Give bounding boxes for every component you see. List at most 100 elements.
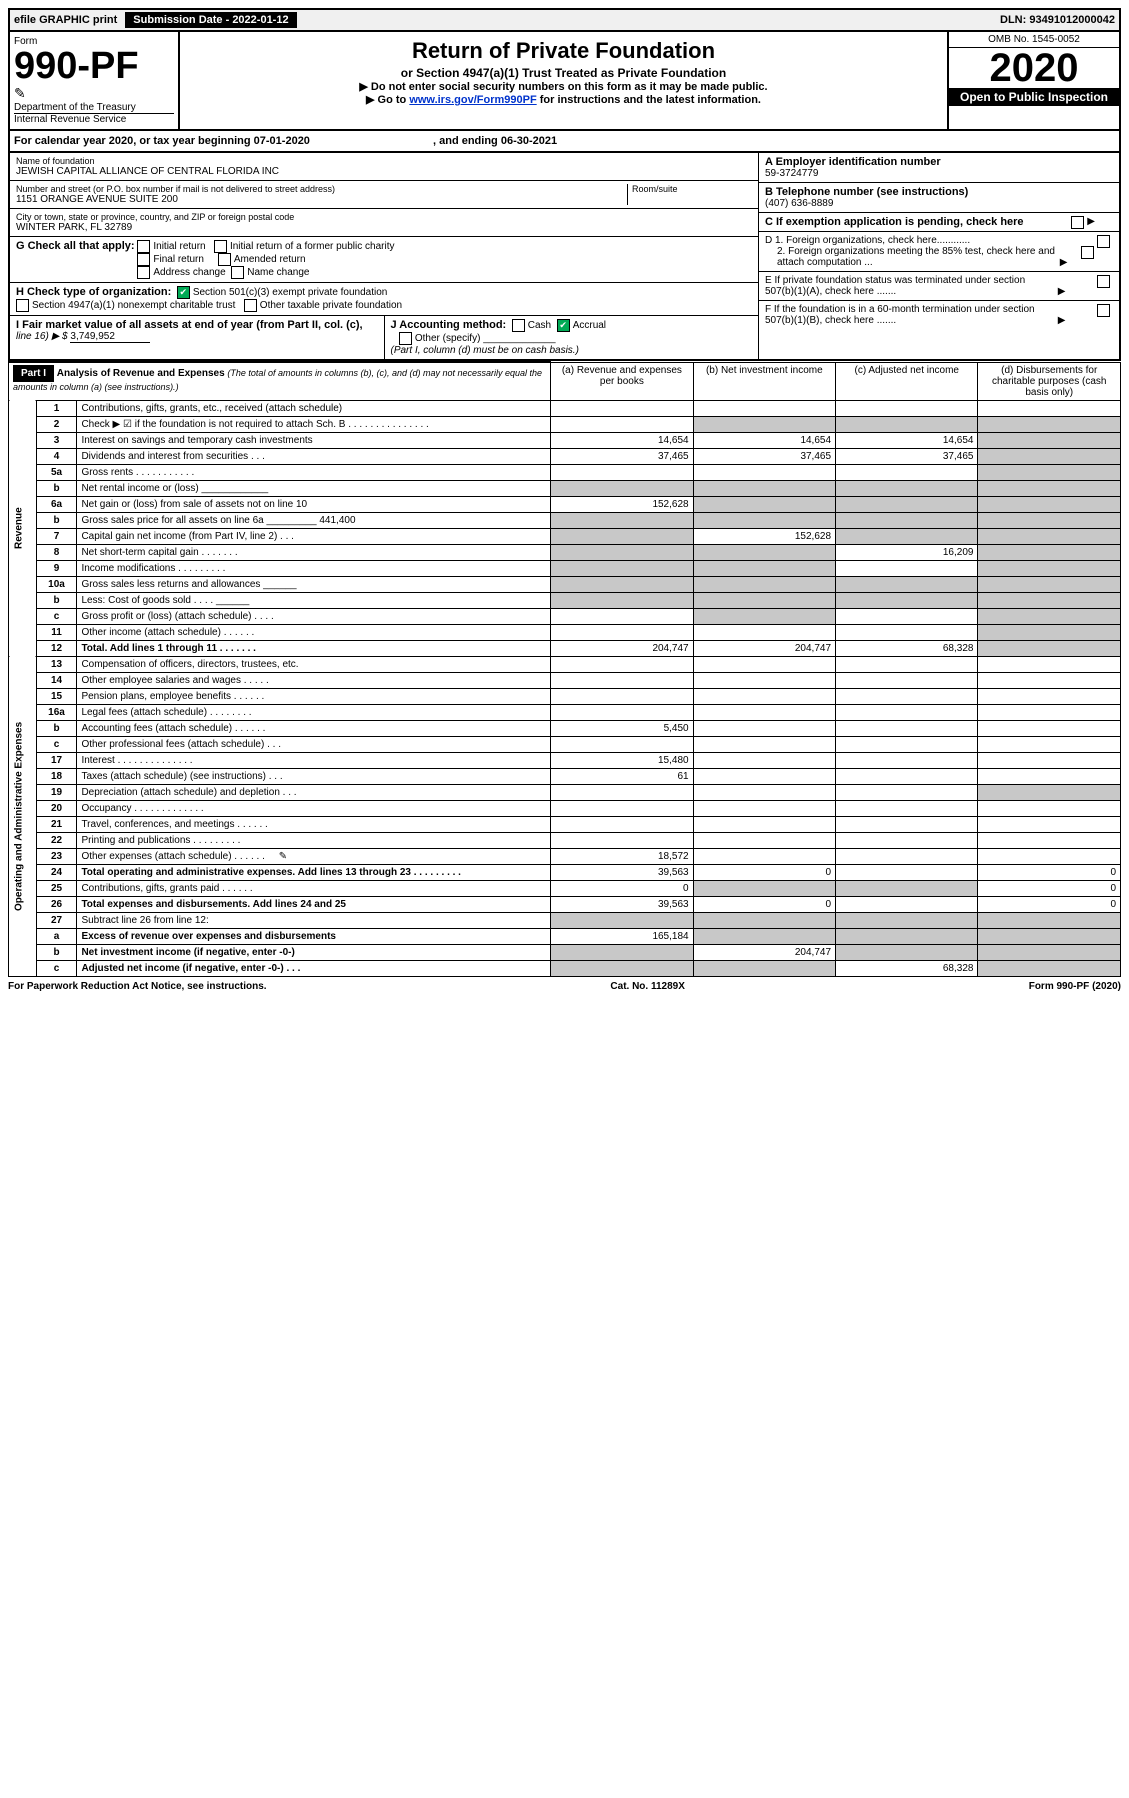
chk-other-acct[interactable] [399, 332, 412, 345]
chk-accrual[interactable] [557, 319, 570, 332]
cell-a [551, 784, 693, 800]
col-d-hdr: (d) Disbursements for charitable purpose… [978, 362, 1121, 400]
line-desc: Taxes (attach schedule) (see instruction… [77, 768, 551, 784]
line-desc: Gross rents . . . . . . . . . . . [77, 464, 551, 480]
cell-b [693, 688, 835, 704]
cell-c [836, 816, 978, 832]
line-number: 10a [36, 576, 77, 592]
addr-label: Number and street (or P.O. box number if… [16, 184, 627, 194]
cell-d [978, 608, 1121, 624]
cell-b [693, 400, 835, 416]
cell-c [836, 768, 978, 784]
cell-d [978, 768, 1121, 784]
table-row: 2Check ▶ ☑ if the foundation is not requ… [9, 416, 1121, 432]
cell-a: 152,628 [551, 496, 693, 512]
cell-c [836, 464, 978, 480]
line-number: 4 [36, 448, 77, 464]
line-desc: Pension plans, employee benefits . . . .… [77, 688, 551, 704]
cell-c [836, 752, 978, 768]
chk-E[interactable] [1097, 275, 1110, 288]
I-label: I Fair market value of all assets at end… [16, 319, 363, 331]
chk-D2[interactable] [1081, 246, 1094, 259]
chk-final[interactable] [137, 253, 150, 266]
line-number: 17 [36, 752, 77, 768]
part1-title: Analysis of Revenue and Expenses [57, 368, 225, 379]
cell-c [836, 784, 978, 800]
line-number: c [36, 736, 77, 752]
cell-b [693, 576, 835, 592]
foundation-name: JEWISH CAPITAL ALLIANCE OF CENTRAL FLORI… [16, 166, 752, 177]
cell-b: 37,465 [693, 448, 835, 464]
line-desc: Income modifications . . . . . . . . . [77, 560, 551, 576]
cell-c [836, 528, 978, 544]
line-number: b [36, 480, 77, 496]
table-row: 27Subtract line 26 from line 12: [9, 912, 1121, 928]
chk-C[interactable] [1071, 216, 1084, 229]
table-row: 16aLegal fees (attach schedule) . . . . … [9, 704, 1121, 720]
chk-amended[interactable] [218, 253, 231, 266]
cell-b: 14,654 [693, 432, 835, 448]
table-row: aExcess of revenue over expenses and dis… [9, 928, 1121, 944]
cell-a [551, 688, 693, 704]
footer-right: Form 990-PF (2020) [1029, 981, 1121, 992]
arrow-c: ▶ [1087, 216, 1095, 227]
opt-initial: Initial return [153, 241, 205, 252]
cell-b [693, 880, 835, 896]
line-number: a [36, 928, 77, 944]
chk-former[interactable] [214, 240, 227, 253]
cell-a [551, 704, 693, 720]
cell-a [551, 624, 693, 640]
dln: DLN: 93491012000042 [1000, 14, 1115, 26]
chk-addr[interactable] [137, 266, 150, 279]
table-row: 8Net short-term capital gain . . . . . .… [9, 544, 1121, 560]
H-label: H Check type of organization: [16, 286, 171, 298]
table-row: 12Total. Add lines 1 through 11 . . . . … [9, 640, 1121, 656]
header-right: OMB No. 1545-0052 2020 Open to Public In… [947, 32, 1119, 129]
arrow-d: ▶ [1060, 257, 1068, 268]
chk-F[interactable] [1097, 304, 1110, 317]
cell-d [978, 752, 1121, 768]
line-number: 19 [36, 784, 77, 800]
chk-501c3[interactable] [177, 286, 190, 299]
table-row: 7Capital gain net income (from Part IV, … [9, 528, 1121, 544]
table-row: cOther professional fees (attach schedul… [9, 736, 1121, 752]
opt-other-tax: Other taxable private foundation [260, 300, 402, 311]
cell-c [836, 624, 978, 640]
irs: Internal Revenue Service [14, 113, 174, 125]
chk-4947[interactable] [16, 299, 29, 312]
cell-a: 39,563 [551, 864, 693, 880]
cell-a [551, 592, 693, 608]
cell-b [693, 704, 835, 720]
line-desc: Other employee salaries and wages . . . … [77, 672, 551, 688]
cell-c [836, 848, 978, 864]
cell-d [978, 848, 1121, 864]
chk-initial[interactable] [137, 240, 150, 253]
cell-a: 37,465 [551, 448, 693, 464]
chk-other-tax[interactable] [244, 299, 257, 312]
cell-c [836, 480, 978, 496]
chk-cash[interactable] [512, 319, 525, 332]
opt-accrual: Accrual [573, 320, 606, 331]
line-desc: Total. Add lines 1 through 11 . . . . . … [77, 640, 551, 656]
cell-a [551, 816, 693, 832]
table-row: cGross profit or (loss) (attach schedule… [9, 608, 1121, 624]
table-row: 17Interest . . . . . . . . . . . . . .15… [9, 752, 1121, 768]
arrow-e: ▶ [1058, 286, 1066, 297]
tax-year: 2020 [949, 48, 1119, 88]
line-number: 1 [36, 400, 77, 416]
table-row: Revenue1Contributions, gifts, grants, et… [9, 400, 1121, 416]
IJ-row: I Fair market value of all assets at end… [10, 316, 758, 359]
irs-link[interactable]: www.irs.gov/Form990PF [409, 94, 536, 106]
name-label: Name of foundation [16, 156, 752, 166]
cell-c: 68,328 [836, 640, 978, 656]
cell-a: 0 [551, 880, 693, 896]
cell-d [978, 736, 1121, 752]
I-line: line 16) ▶ $ [16, 331, 68, 342]
opt-501c3: Section 501(c)(3) exempt private foundat… [193, 287, 388, 298]
chk-name[interactable] [231, 266, 244, 279]
table-row: 18Taxes (attach schedule) (see instructi… [9, 768, 1121, 784]
cell-b: 0 [693, 864, 835, 880]
caly-mid: , and ending [433, 135, 501, 147]
line-desc: Accounting fees (attach schedule) . . . … [77, 720, 551, 736]
chk-D1[interactable] [1097, 235, 1110, 248]
